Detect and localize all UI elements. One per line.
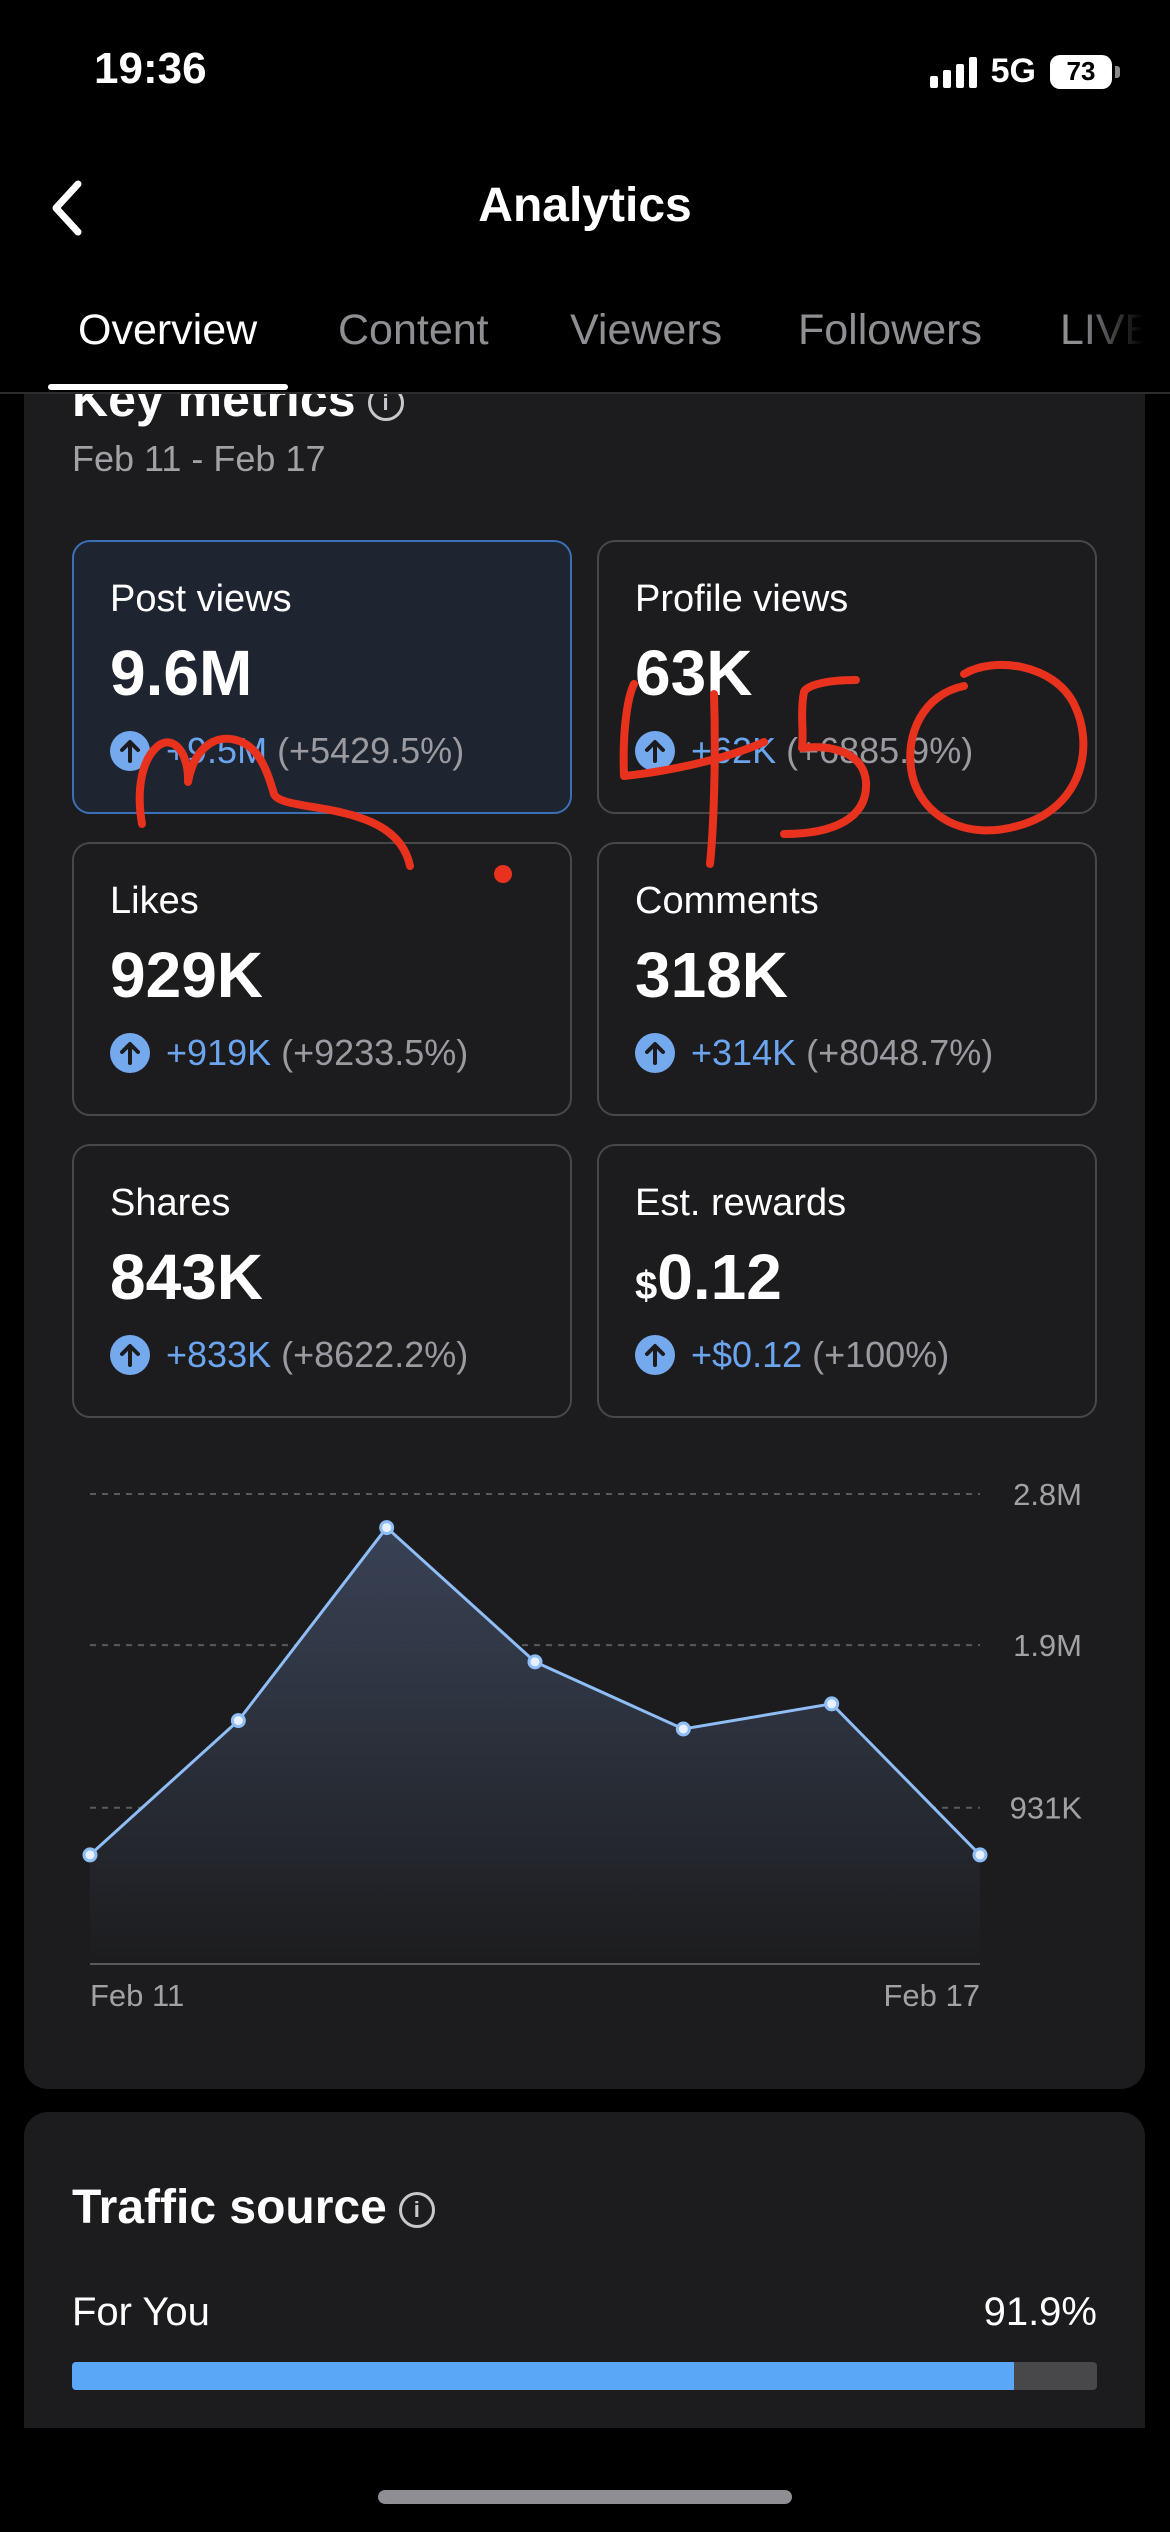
tab-followers[interactable]: Followers	[798, 306, 982, 354]
metric-value: 318K	[635, 939, 788, 1011]
metric-value: 9.6M	[110, 637, 253, 709]
arrow-up-icon	[110, 1335, 150, 1375]
arrow-up-icon	[635, 1335, 675, 1375]
metric-change-absolute: +919K	[166, 1032, 272, 1073]
traffic-source-percent: 91.9%	[983, 2290, 1097, 2334]
arrow-up-icon	[635, 1033, 675, 1073]
metric-change-percent: (+100%)	[812, 1334, 950, 1375]
traffic-source-title: Traffic source	[72, 2181, 387, 2234]
metric-label: Est. rewards	[635, 1182, 847, 1224]
metric-change: +314K (+8048.7%)	[635, 1032, 993, 1074]
y-tick-label: 1.9M	[1013, 1628, 1082, 1663]
traffic-source-bar-fill	[72, 2362, 1014, 2390]
traffic-source-name: For You	[72, 2290, 210, 2334]
tab-content[interactable]: Content	[338, 306, 489, 354]
chart-point-feb-17[interactable]	[972, 1847, 988, 1863]
cellular-signal-icon	[929, 56, 977, 88]
battery-icon: 73	[1050, 54, 1120, 89]
network-type: 5G	[990, 52, 1036, 90]
date-range: Feb 11 - Feb 17	[72, 438, 326, 479]
chart-point-feb-13[interactable]	[379, 1520, 395, 1536]
y-tick-label: 931K	[1010, 1791, 1083, 1826]
chart-point-feb-11[interactable]	[82, 1847, 98, 1863]
metric-label: Shares	[110, 1182, 231, 1224]
chart-point-feb-12[interactable]	[230, 1713, 246, 1729]
metric-tile-shares[interactable]: Shares 843K +833K (+8622.2%)	[72, 1144, 572, 1418]
currency-symbol: $	[635, 1264, 658, 1308]
metric-change: +919K (+9233.5%)	[110, 1032, 468, 1074]
active-tab-indicator	[48, 384, 288, 390]
key-metrics-title: Key metrics	[72, 394, 356, 427]
metric-label: Comments	[635, 880, 819, 922]
key-metrics-heading: Key metrics i	[72, 394, 404, 428]
info-icon[interactable]: i	[367, 394, 404, 421]
metric-change-absolute: +$0.12	[691, 1334, 803, 1375]
chart-area-fill	[90, 1527, 980, 1964]
chart-point-feb-14[interactable]	[527, 1654, 543, 1670]
key-metrics-card: Key metrics i Feb 11 - Feb 17 Post views …	[24, 394, 1145, 2089]
x-tick-label: Feb 17	[883, 1978, 980, 2013]
arrow-up-icon	[110, 1033, 150, 1073]
metric-change: +833K (+8622.2%)	[110, 1334, 468, 1376]
y-tick-label: 2.8M	[1013, 1477, 1082, 1512]
metric-change: +$0.12 (+100%)	[635, 1334, 949, 1376]
metric-change-absolute: +314K	[691, 1032, 797, 1073]
chart-point-feb-16[interactable]	[824, 1696, 840, 1712]
tab-overflow-fade	[1080, 294, 1170, 390]
metric-value: 929K	[110, 939, 263, 1011]
metric-label: Profile views	[635, 578, 849, 620]
metric-change-percent: (+8048.7%)	[806, 1032, 994, 1073]
status-time: 19:36	[94, 44, 207, 93]
tab-overview[interactable]: Overview	[78, 306, 258, 354]
bottom-safe-area	[0, 2428, 1170, 2532]
metric-tile-likes[interactable]: Likes 929K +919K (+9233.5%)	[72, 842, 572, 1116]
status-indicators: 5G 73	[929, 52, 1120, 91]
page-title: Analytics	[478, 179, 692, 232]
info-icon[interactable]: i	[398, 2192, 435, 2229]
metric-tile-est-rewards[interactable]: Est. rewards $0.12 +$0.12 (+100%)	[597, 1144, 1097, 1418]
chevron-left-icon	[52, 180, 82, 236]
tab-bar: Overview Content Viewers Followers LIVE	[0, 294, 1170, 394]
metric-value: 843K	[110, 1241, 263, 1313]
home-indicator[interactable]	[378, 2490, 792, 2504]
metric-value: $0.12	[635, 1240, 782, 1314]
metric-tile-comments[interactable]: Comments 318K +314K (+8048.7%)	[597, 842, 1097, 1116]
metric-change-percent: (+9233.5%)	[281, 1032, 469, 1073]
x-tick-label: Feb 11	[90, 1978, 184, 2013]
chart-point-feb-15[interactable]	[675, 1721, 691, 1737]
metric-change-absolute: +833K	[166, 1334, 272, 1375]
metric-label: Likes	[110, 880, 199, 922]
traffic-source-heading: Traffic source i	[72, 2180, 435, 2235]
metric-change-percent: (+8622.2%)	[281, 1334, 469, 1375]
post-views-chart[interactable]: 2.8M 1.9M 931K Feb 11 Feb 17	[24, 394, 1145, 2089]
metric-value-amount: 0.12	[657, 1241, 782, 1313]
back-button[interactable]	[48, 178, 88, 238]
tab-viewers[interactable]: Viewers	[570, 306, 723, 354]
metric-label: Post views	[110, 578, 292, 620]
traffic-source-bar	[72, 2362, 1097, 2390]
